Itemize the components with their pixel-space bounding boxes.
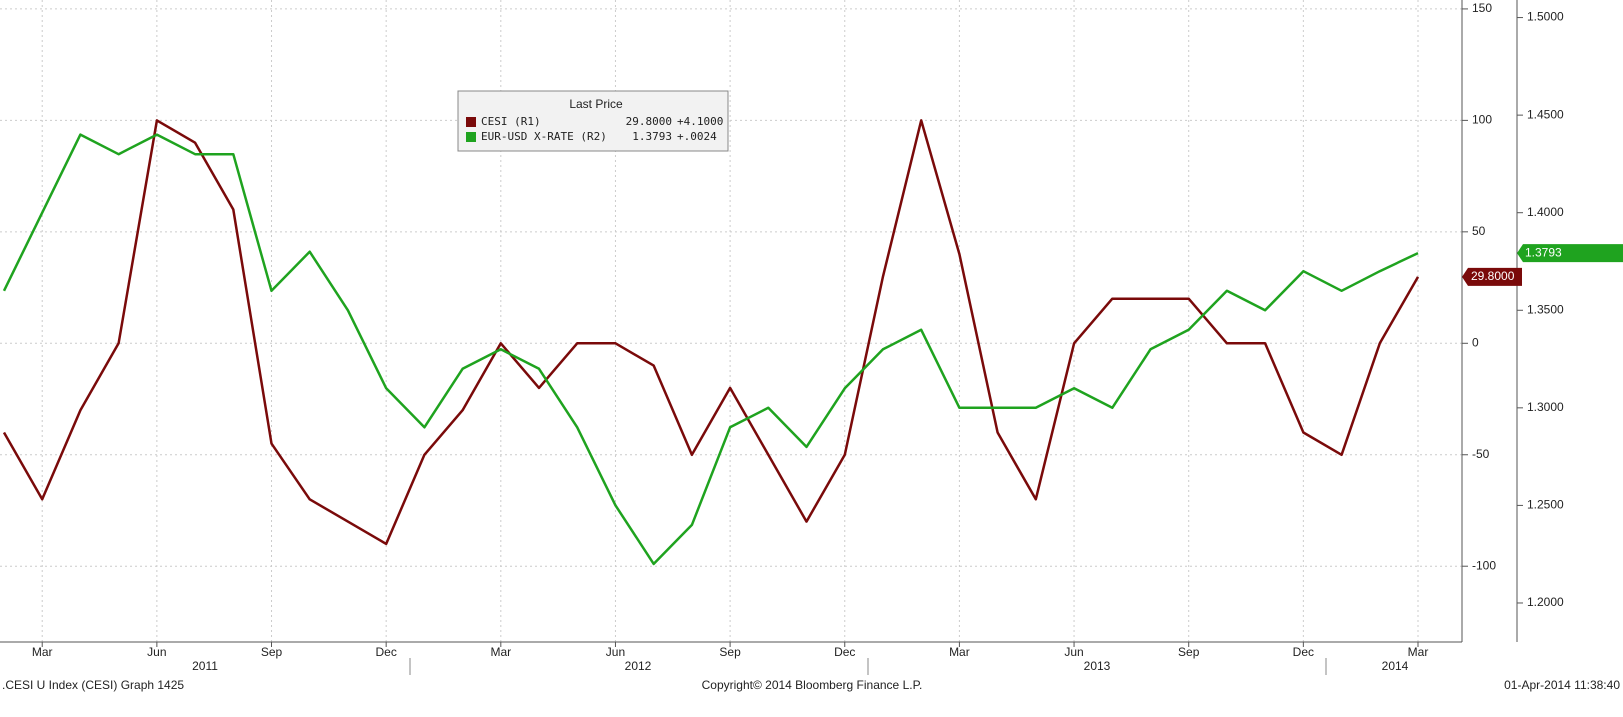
x-tick-label: Sep bbox=[719, 645, 741, 659]
legend-box bbox=[457, 90, 729, 152]
last-value-flag bbox=[1517, 244, 1623, 263]
legend-change: +4.1000 bbox=[677, 115, 723, 128]
y-tick-label: -100 bbox=[1472, 558, 1496, 572]
y-tick-label: 0 bbox=[1472, 335, 1479, 349]
x-tick-label: Mar bbox=[490, 645, 511, 659]
y-tick-label: 100 bbox=[1472, 113, 1492, 127]
x-tick-label: Jun bbox=[606, 645, 625, 659]
last-value-flag bbox=[1462, 267, 1522, 286]
y-tick-label: 150 bbox=[1472, 1, 1492, 15]
series-line bbox=[2, 119, 1420, 546]
legend-last: 29.8000 bbox=[626, 115, 672, 128]
footer-right: 01-Apr-2014 11:38:40 bbox=[1504, 678, 1620, 692]
x-tick-label: Dec bbox=[834, 645, 855, 659]
legend-last: 1.3793 bbox=[632, 130, 672, 143]
year-label: 2013 bbox=[1084, 659, 1111, 673]
legend-swatch bbox=[466, 132, 476, 142]
legend-change: +.0024 bbox=[677, 130, 717, 143]
x-tick-label: Dec bbox=[375, 645, 396, 659]
last-value-label: 29.8000 bbox=[1471, 269, 1515, 283]
footer-center: Copyright© 2014 Bloomberg Finance L.P. bbox=[702, 678, 923, 692]
series-line bbox=[2, 133, 1419, 566]
y-tick-label: 50 bbox=[1472, 224, 1486, 238]
y-tick-label: -50 bbox=[1472, 447, 1490, 461]
legend-label: CESI (R1) bbox=[481, 115, 541, 128]
x-tick-label: Jun bbox=[147, 645, 166, 659]
footer-left: .CESI U Index (CESI) Graph 1425 bbox=[2, 678, 184, 692]
legend-title: Last Price bbox=[569, 97, 623, 111]
y2-tick-label: 1.3500 bbox=[1527, 302, 1564, 316]
year-label: 2011 bbox=[192, 659, 218, 673]
y2-tick-label: 1.2000 bbox=[1527, 595, 1564, 609]
year-label: 2012 bbox=[625, 659, 652, 673]
legend-swatch bbox=[466, 117, 476, 127]
last-value-label: 1.3793 bbox=[1525, 245, 1562, 259]
x-tick-label: Jun bbox=[1064, 645, 1083, 659]
y2-tick-label: 1.2500 bbox=[1527, 498, 1564, 512]
x-tick-label: Sep bbox=[1178, 645, 1200, 659]
y2-tick-label: 1.4000 bbox=[1527, 205, 1564, 219]
y2-tick-label: 1.5000 bbox=[1527, 10, 1564, 24]
x-tick-label: Sep bbox=[261, 645, 283, 659]
year-label: 2014 bbox=[1382, 659, 1409, 673]
x-tick-label: Mar bbox=[32, 645, 53, 659]
x-tick-label: Dec bbox=[1293, 645, 1314, 659]
x-tick-label: Mar bbox=[949, 645, 970, 659]
y2-tick-label: 1.3000 bbox=[1527, 400, 1564, 414]
y2-tick-label: 1.4500 bbox=[1527, 107, 1564, 121]
x-tick-label: Mar bbox=[1408, 645, 1429, 659]
legend-label: EUR-USD X-RATE (R2) bbox=[481, 130, 607, 143]
